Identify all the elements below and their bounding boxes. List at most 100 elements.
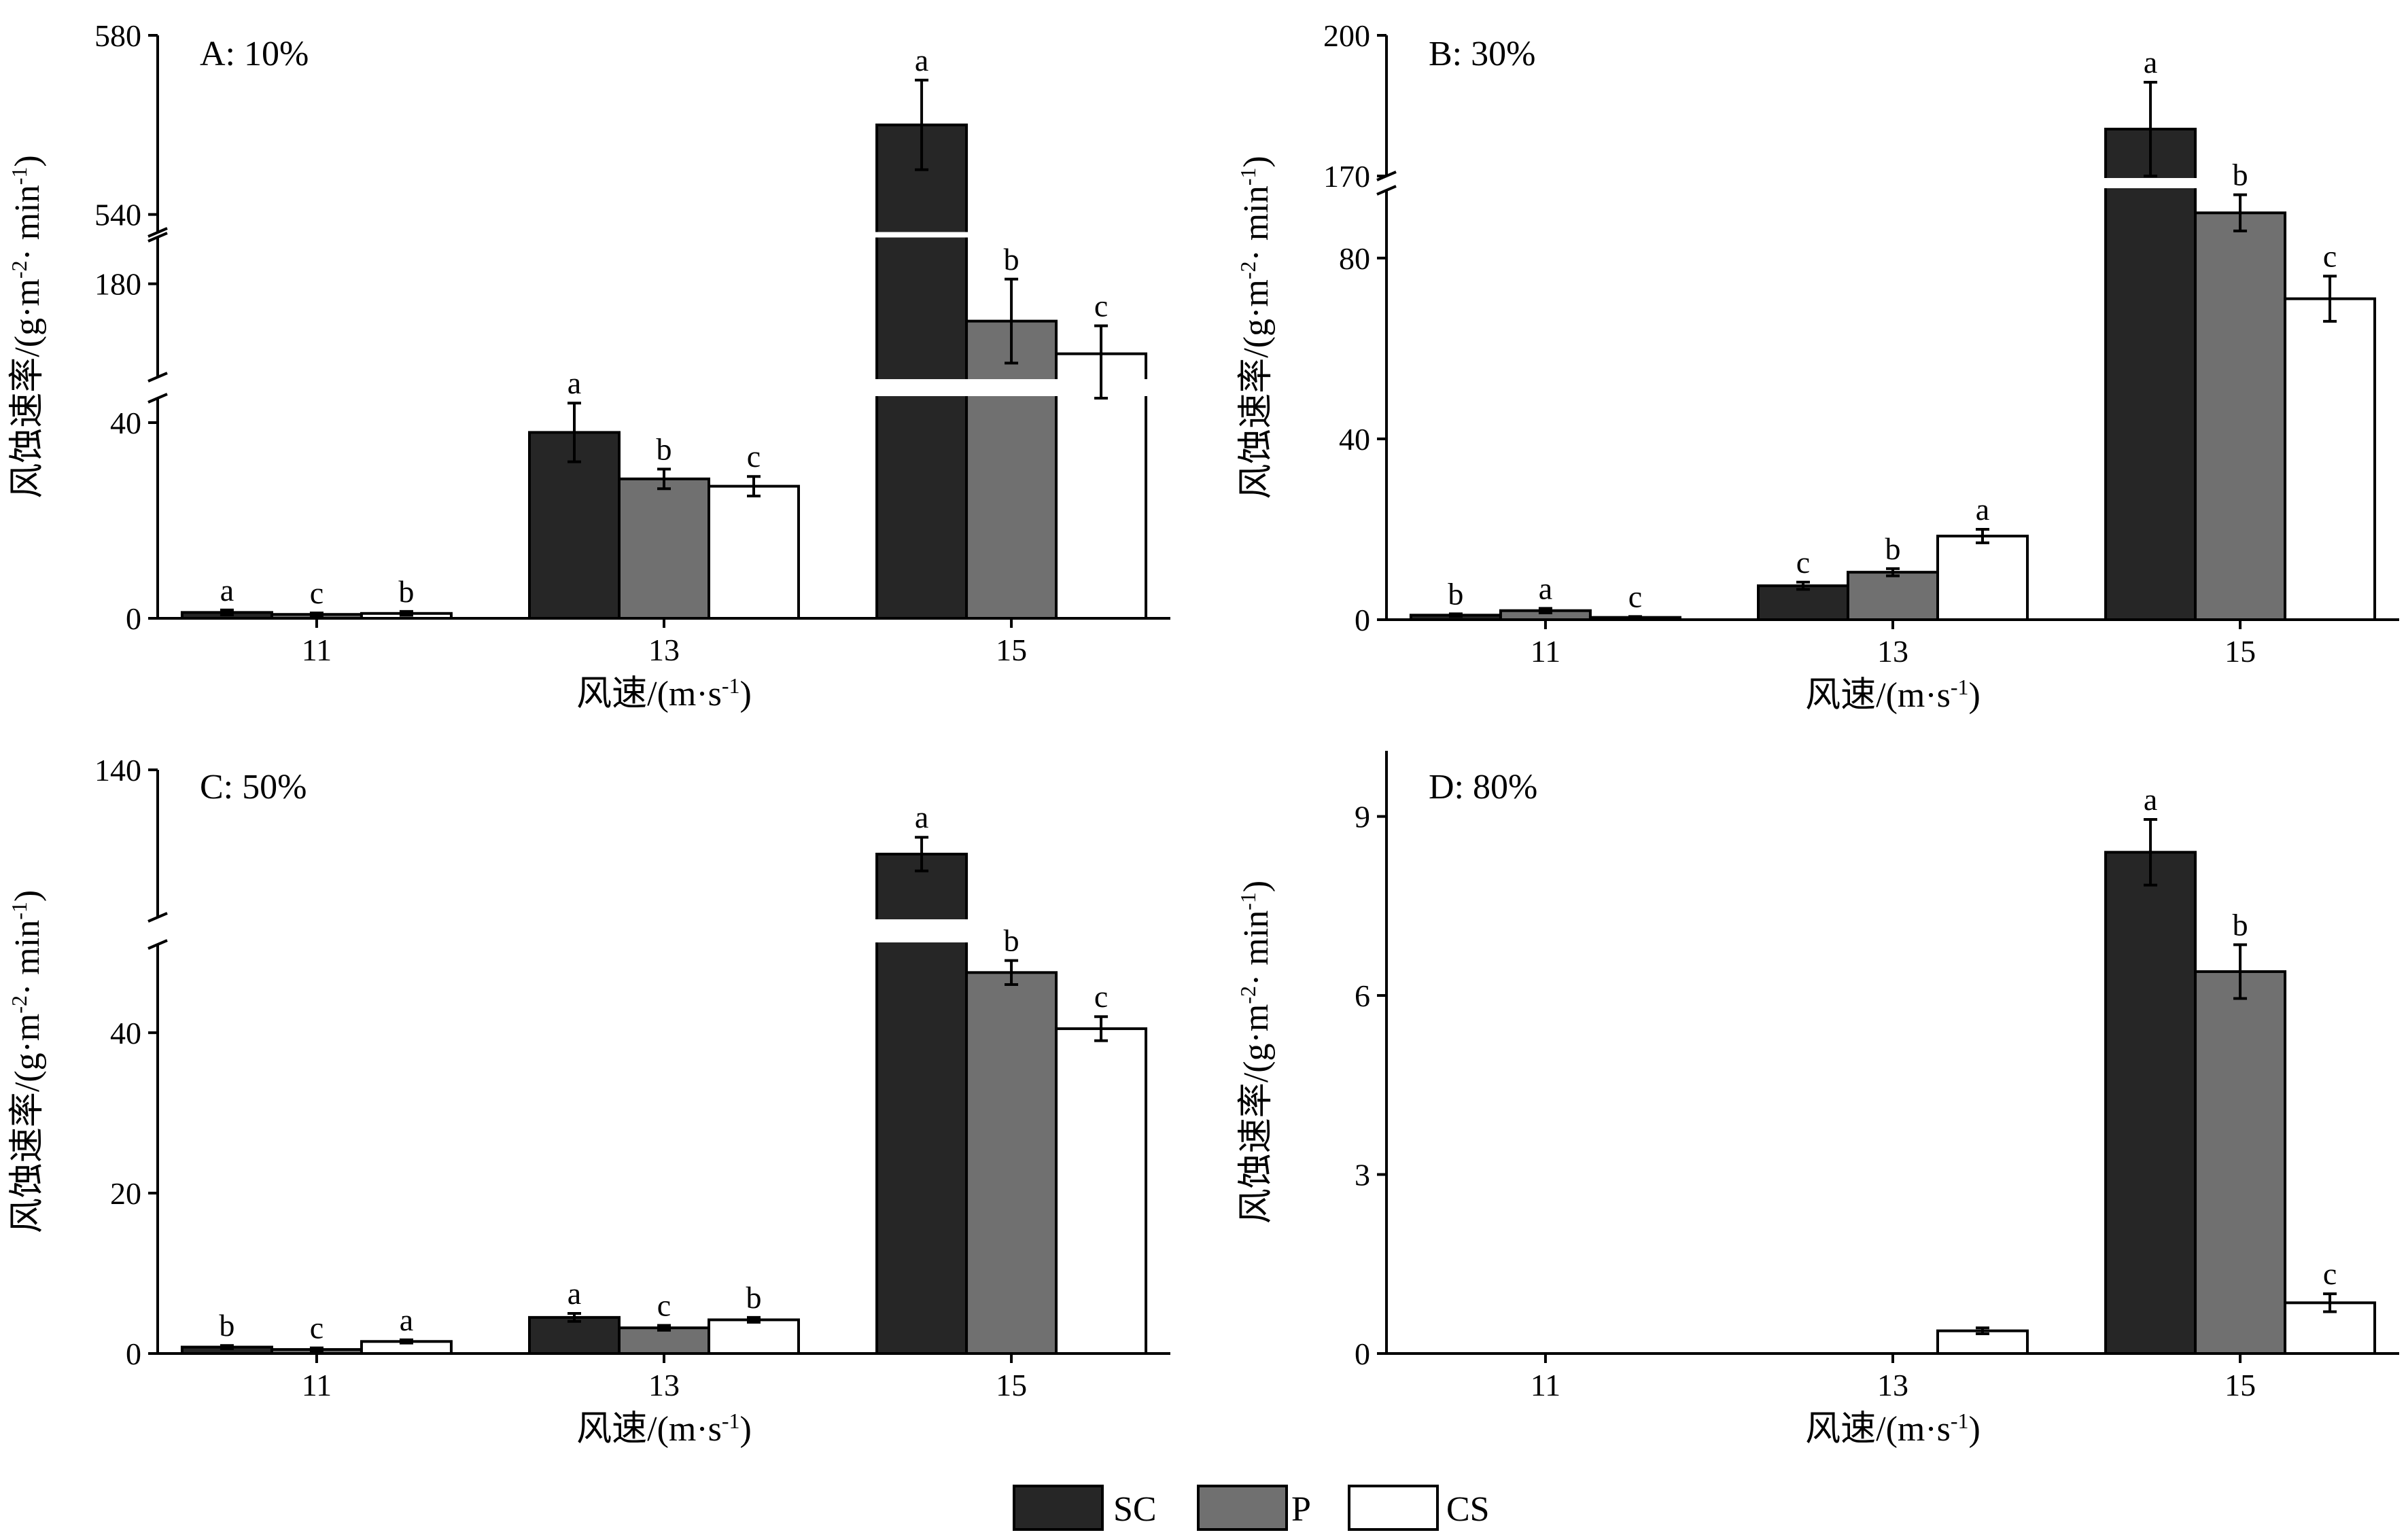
bar-cs-13	[708, 1318, 800, 1356]
x-tick-label: 15	[996, 633, 1027, 667]
bar-sc-15	[2104, 851, 2197, 1355]
error-bar-p-11	[1538, 607, 1552, 615]
y-tick-label: 170	[1323, 159, 1370, 194]
x-tick-label: 13	[1877, 1368, 1908, 1402]
x-axis-title: 风速/(m·s-1)	[1805, 675, 1981, 715]
error-bar-sc-15	[2144, 817, 2158, 887]
significance-letter: c	[1628, 579, 1642, 614]
legend-item-cs: CS	[1348, 1485, 1490, 1531]
significance-letter: a	[1976, 492, 1989, 527]
error-bar-cs-13	[747, 1315, 761, 1324]
bar-cs-15	[1055, 1027, 1148, 1355]
bar-p-15	[2194, 211, 2287, 621]
legend-swatch	[1197, 1485, 1288, 1531]
significance-letter: b	[1004, 923, 1019, 958]
bar-p-15	[965, 971, 1058, 1355]
x-tick-label: 15	[2224, 1368, 2256, 1402]
significance-letter: a	[568, 366, 581, 400]
bar-sc-15	[875, 123, 969, 620]
y-tick-label: 140	[94, 753, 141, 788]
y-tick-label: 3	[1355, 1158, 1370, 1192]
error-bar-sc-15	[915, 78, 929, 171]
panel-d: 11 13 a b c 15 0 3 6 9 D: 80% 风速/(m·s-1) 风蚀速率/(g·m-2…	[1236, 751, 2399, 1449]
bar-p-15	[965, 319, 1058, 620]
bar-break-gap	[964, 379, 1059, 396]
significance-letter: b	[657, 431, 672, 466]
error-bar-cs-11	[399, 609, 413, 617]
y-tick-label: 540	[94, 198, 141, 232]
panel-label: D: 80%	[1429, 768, 1537, 807]
significance-letter: a	[2144, 782, 2157, 817]
error-bar-p-11	[309, 1346, 324, 1353]
bar-cs-15	[2284, 297, 2377, 621]
significance-letter: c	[1796, 545, 1810, 580]
significance-letter: b	[2233, 907, 2248, 942]
significance-letter: c	[310, 576, 324, 610]
error-bar-p-13	[1886, 567, 1900, 578]
legend-item-p: P	[1197, 1485, 1311, 1531]
x-tick-label: 11	[302, 633, 332, 667]
error-bar-cs-15	[1094, 324, 1109, 400]
significance-letter: b	[398, 574, 414, 609]
y-tick-label: 40	[110, 1016, 141, 1050]
error-bar-p-13	[657, 1324, 671, 1332]
y-tick-label: 580	[94, 18, 141, 53]
significance-letter: a	[1539, 571, 1552, 605]
significance-letter: c	[2323, 1256, 2337, 1291]
axis-break-mark	[147, 232, 168, 243]
x-axis-title: 风速/(m·s-1)	[576, 1409, 752, 1449]
error-bar-sc-15	[915, 836, 929, 872]
x-axis-title: 风速/(m·s-1)	[1805, 1409, 1981, 1449]
error-bar-cs-13	[1976, 1326, 1989, 1336]
significance-letter: c	[1094, 979, 1108, 1014]
significance-letter: a	[400, 1303, 413, 1337]
significance-letter: a	[915, 800, 928, 834]
y-tick-label: 0	[126, 1337, 141, 1371]
bar-p-13	[1847, 571, 1939, 621]
axis-break-mark	[147, 393, 168, 404]
bar-sc-13	[1757, 584, 1849, 622]
x-tick-label: 13	[1877, 634, 1908, 669]
error-bar-p-11	[309, 612, 324, 618]
bar-cs-13	[1936, 534, 2029, 622]
bar-sc-13	[528, 431, 621, 620]
error-bar-sc-13	[1796, 580, 1810, 591]
error-bar-cs-11	[399, 1338, 413, 1345]
bar-p-13	[618, 477, 710, 620]
panel-label: B: 30%	[1429, 35, 1535, 73]
x-tick-label: 11	[1531, 634, 1560, 669]
axis-break-mark	[147, 372, 168, 383]
significance-letter: b	[746, 1280, 762, 1315]
bar-cs-13	[708, 484, 800, 620]
panel-label: A: 10%	[200, 35, 309, 73]
error-bar-sc-13	[568, 402, 581, 463]
axis-break-mark	[1376, 185, 1397, 196]
legend-label: CS	[1446, 1490, 1490, 1529]
error-bar-cs-15	[1094, 1015, 1109, 1042]
x-tick-label: 11	[1531, 1368, 1560, 1402]
error-bar-cs-11	[1628, 615, 1642, 620]
panel-label: C: 50%	[200, 768, 307, 807]
y-tick-label: 40	[1339, 422, 1370, 457]
axis-break-mark	[147, 912, 168, 923]
legend-item-sc: SC	[1013, 1485, 1157, 1531]
significance-letter: c	[747, 439, 761, 474]
bar-break-gap	[875, 379, 969, 396]
error-bar-sc-13	[568, 1311, 581, 1323]
bar-break-gap	[875, 919, 969, 942]
y-tick-label: 0	[126, 601, 141, 636]
y-tick-label: 0	[1355, 1337, 1370, 1371]
x-tick-label: 15	[2224, 634, 2256, 669]
legend-label: SC	[1113, 1490, 1157, 1529]
bar-break-gap	[875, 232, 969, 238]
significance-letter: c	[1094, 288, 1108, 323]
y-tick-label: 200	[1323, 18, 1370, 53]
error-bar-p-15	[1005, 277, 1019, 365]
x-axis-title: 风速/(m·s-1)	[576, 673, 752, 713]
panel-c: b c a 11 a c b 13 a b c 15 0 20 40 140 C: 50% 风速/(m·s-1) 风…	[7, 753, 1170, 1449]
y-tick-label: 6	[1355, 978, 1370, 1013]
x-tick-label: 13	[648, 633, 680, 667]
significance-letter: b	[1448, 576, 1463, 611]
legend-swatch	[1013, 1485, 1104, 1531]
